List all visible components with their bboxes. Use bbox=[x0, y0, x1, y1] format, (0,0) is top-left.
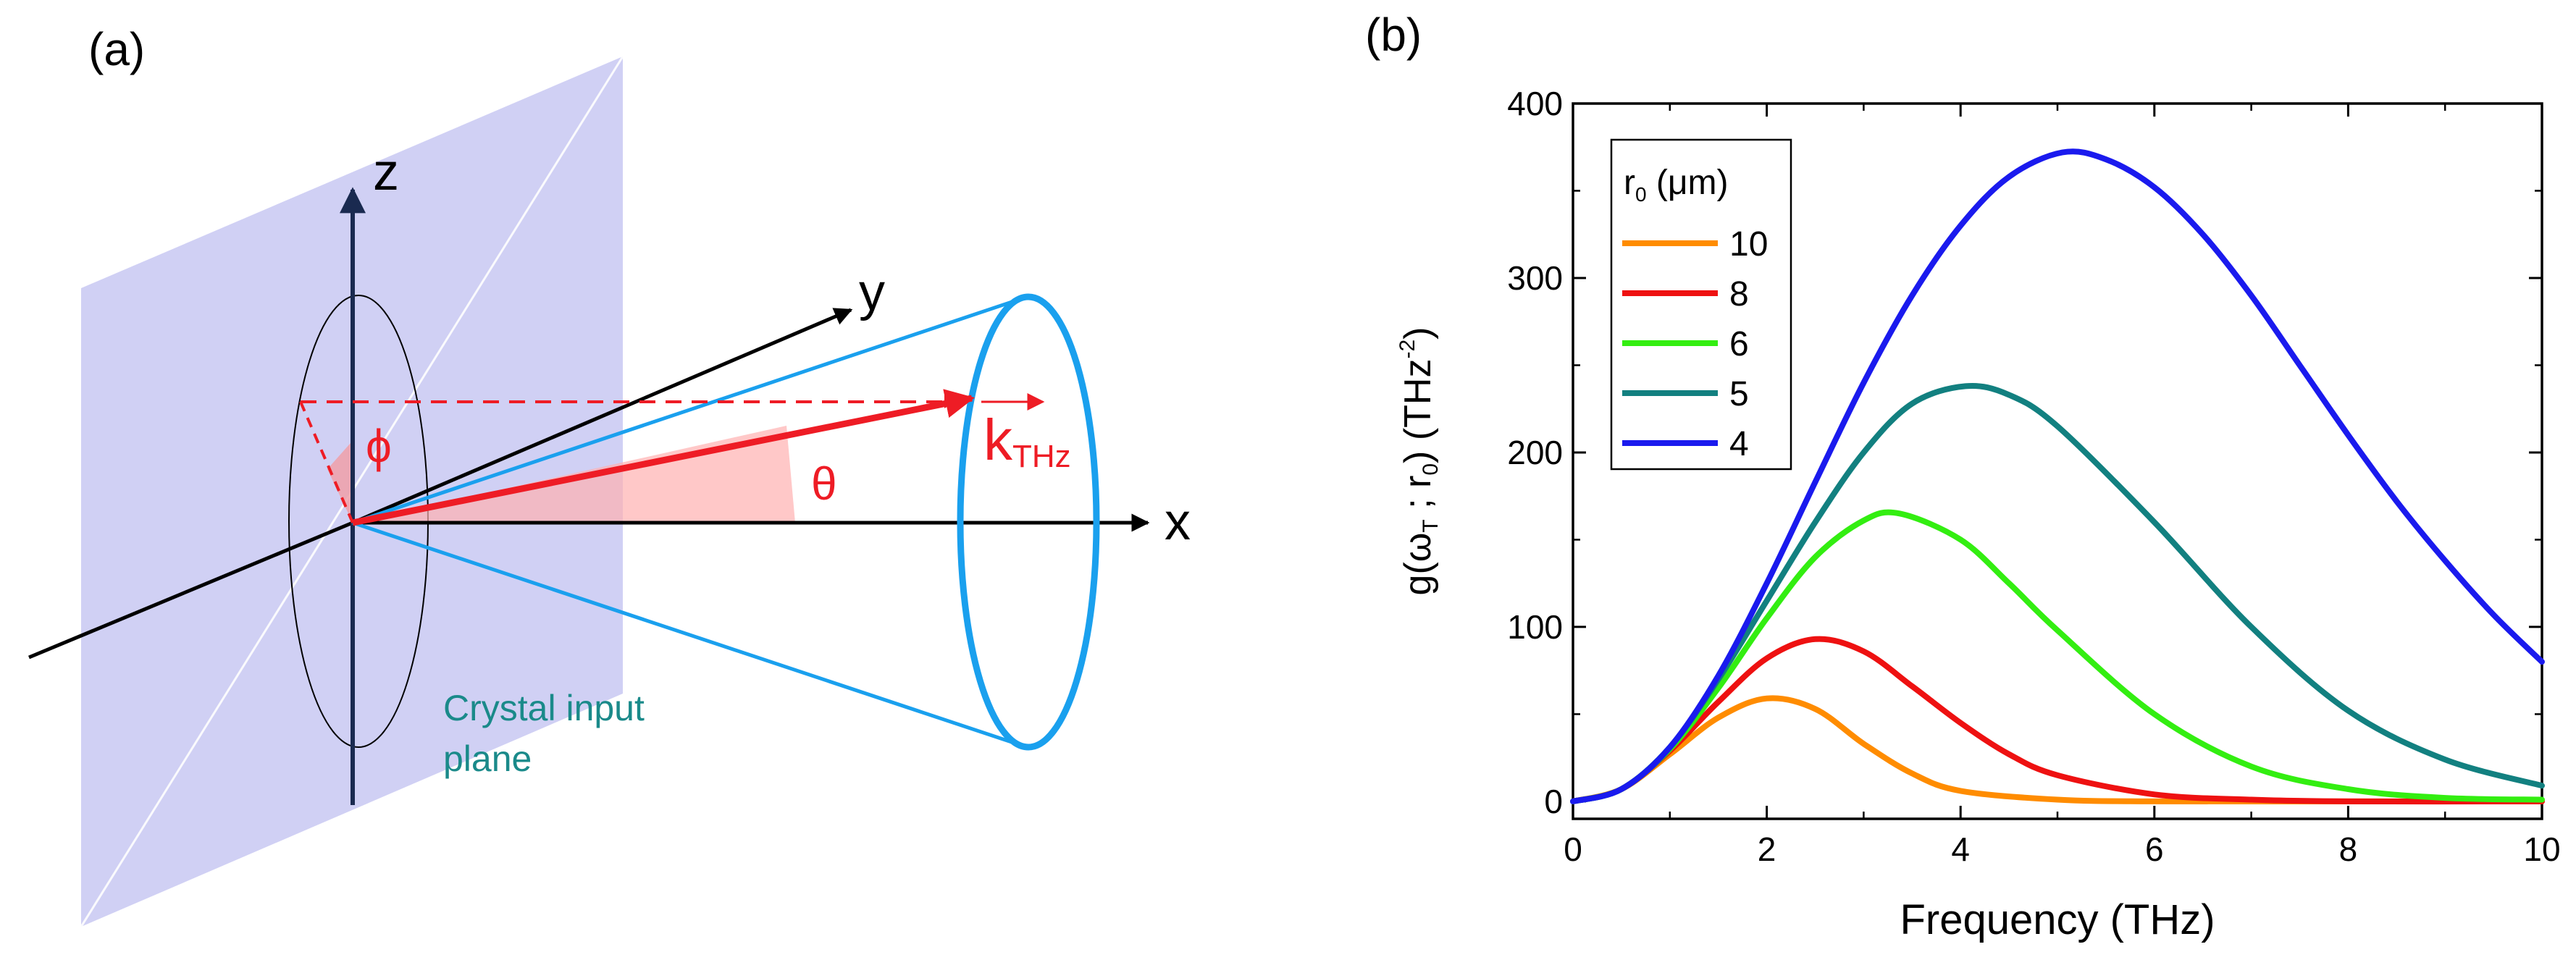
series-line-r0-8 bbox=[1570, 636, 2545, 805]
legend-item-label: 5 bbox=[1729, 375, 1749, 413]
k-label: kTHz bbox=[983, 408, 1071, 474]
legend-title: r0 (μm) bbox=[1624, 164, 1729, 206]
x-tick-label: 4 bbox=[1951, 830, 1970, 868]
phi-projection-dashed bbox=[299, 401, 354, 523]
plane-label-line1: Crystal input bbox=[443, 688, 645, 728]
legend-item-label: 4 bbox=[1729, 425, 1749, 463]
legend: r0 (μm) 10 8 6 5 4 bbox=[1610, 138, 1792, 471]
panel-a-label: (a) bbox=[88, 23, 145, 75]
cone-top-edge bbox=[352, 295, 1028, 525]
y-tick-label: 300 bbox=[1507, 259, 1563, 297]
panel-a: (a) x y z ϕ θ kTHz Crystal input bbox=[28, 23, 1191, 927]
x-tick-label: 6 bbox=[2145, 830, 2164, 868]
x-axis-label: x bbox=[1165, 493, 1191, 551]
y-axis-label: y bbox=[859, 264, 885, 321]
series-line-r0-4 bbox=[1570, 148, 2545, 804]
series-lines bbox=[1570, 148, 2545, 805]
legend-item-label: 8 bbox=[1729, 275, 1749, 313]
x-tick-label: 10 bbox=[2523, 830, 2560, 868]
y-axis-title: g(ωT ; r0) (THz-2) bbox=[1396, 327, 1443, 596]
cone-bottom-edge bbox=[352, 521, 1028, 749]
theta-label: θ bbox=[811, 458, 837, 510]
legend-item-label: 10 bbox=[1729, 225, 1768, 264]
y-tick-label: 0 bbox=[1544, 783, 1563, 820]
legend-box bbox=[1610, 138, 1792, 471]
z-axis-label: z bbox=[373, 143, 399, 201]
y-axis bbox=[352, 308, 853, 525]
series-line-r0-10 bbox=[1570, 695, 2545, 805]
phi-label: ϕ bbox=[366, 420, 392, 472]
x-tick-label: 8 bbox=[2339, 830, 2358, 868]
k-vector bbox=[352, 389, 975, 526]
y-tick-label: 100 bbox=[1507, 608, 1563, 646]
x-axis-back bbox=[28, 521, 353, 660]
x-axis-title: Frequency (THz) bbox=[1900, 896, 2215, 943]
x-tick-label: 2 bbox=[1758, 830, 1776, 868]
legend-items: 10 8 6 5 4 bbox=[1622, 225, 1768, 463]
plane-label-line2: plane bbox=[443, 738, 532, 779]
phi-wedge bbox=[327, 443, 353, 523]
cone-base-ellipse bbox=[957, 293, 1100, 751]
legend-item-label: 6 bbox=[1729, 325, 1749, 363]
panel-b-label: (b) bbox=[1365, 9, 1422, 61]
y-tick-label: 400 bbox=[1507, 85, 1563, 122]
series-line-r0-6 bbox=[1570, 509, 2545, 804]
y-tick-label: 200 bbox=[1507, 434, 1563, 471]
x-tick-label: 0 bbox=[1564, 830, 1582, 868]
